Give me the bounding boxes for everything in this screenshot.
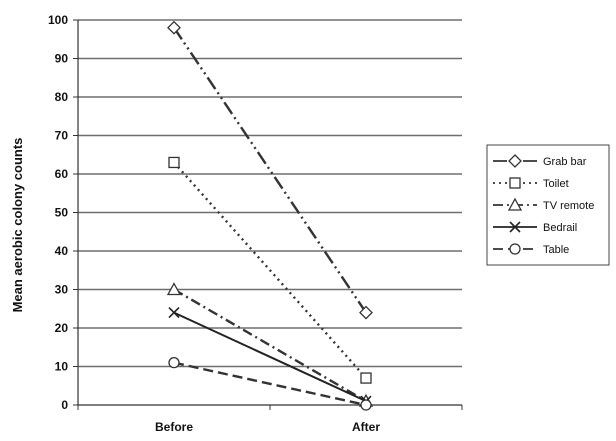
y-tick-label-30: 30 bbox=[55, 283, 69, 297]
series-line-bedrail bbox=[173, 311, 367, 403]
series bbox=[166, 20, 374, 411]
data-point-tv-remote-before bbox=[166, 282, 182, 296]
series-line-table bbox=[173, 361, 367, 407]
y-tick-label-60: 60 bbox=[55, 167, 69, 181]
grid bbox=[78, 19, 462, 368]
series-table bbox=[168, 356, 372, 411]
y-tick-label-20: 20 bbox=[55, 321, 69, 335]
y-tick-label-0: 0 bbox=[61, 398, 68, 412]
legend-item-toilet: Toilet bbox=[493, 177, 569, 190]
legend-label-table: Table bbox=[543, 244, 569, 256]
y-tick-label-70: 70 bbox=[55, 129, 69, 143]
legend-marker-tv-remote bbox=[507, 197, 523, 211]
y-tick-label-100: 100 bbox=[48, 13, 68, 27]
y-tick-label-80: 80 bbox=[55, 90, 69, 104]
series-toilet bbox=[168, 156, 372, 384]
y-tick-label-50: 50 bbox=[55, 206, 69, 220]
data-point-table-before bbox=[168, 356, 180, 369]
data-point-bedrail-before bbox=[168, 307, 180, 319]
data-point-grab-bar-before bbox=[167, 20, 181, 35]
legend-marker-toilet bbox=[509, 177, 521, 189]
data-point-table-after bbox=[360, 399, 372, 411]
data-point-grab-bar-after bbox=[359, 305, 373, 320]
y-tick-label-10: 10 bbox=[55, 360, 69, 374]
legend-marker-table bbox=[509, 243, 521, 255]
data-point-toilet-after bbox=[360, 372, 372, 384]
legend-label-toilet: Toilet bbox=[543, 178, 569, 190]
legend-label-grab-bar: Grab bar bbox=[543, 156, 587, 168]
legend-item-table: Table bbox=[493, 243, 569, 256]
legend-item-grab-bar: Grab bar bbox=[493, 154, 587, 168]
series-bedrail bbox=[168, 307, 372, 407]
legend-label-bedrail: Bedrail bbox=[543, 222, 577, 234]
legend: Grab bar Toilet TV remote Bedrail Table bbox=[486, 144, 610, 266]
x-tick-label-before: Before bbox=[155, 420, 193, 434]
legend-item-tv-remote: TV remote bbox=[493, 197, 594, 212]
y-axis-label: Mean aerobic colony counts bbox=[10, 138, 25, 313]
series-line-tv-remote bbox=[173, 288, 367, 403]
legend-item-bedrail: Bedrail bbox=[493, 221, 577, 234]
y-tick-label-90: 90 bbox=[55, 52, 69, 66]
series-line-toilet bbox=[173, 161, 367, 379]
series-grab-bar bbox=[167, 20, 373, 320]
data-point-toilet-before bbox=[168, 156, 180, 169]
legend-marker-bedrail bbox=[509, 221, 521, 233]
legend-label-tv-remote: TV remote bbox=[543, 200, 594, 212]
y-tick-label-40: 40 bbox=[55, 244, 69, 258]
x-tick-label-after: After bbox=[352, 420, 380, 434]
legend-marker-grab-bar bbox=[508, 154, 522, 168]
axes: 0 10 20 30 40 50 60 70 80 90 100 Before After bbox=[48, 13, 463, 434]
series-tv-remote bbox=[166, 282, 374, 407]
